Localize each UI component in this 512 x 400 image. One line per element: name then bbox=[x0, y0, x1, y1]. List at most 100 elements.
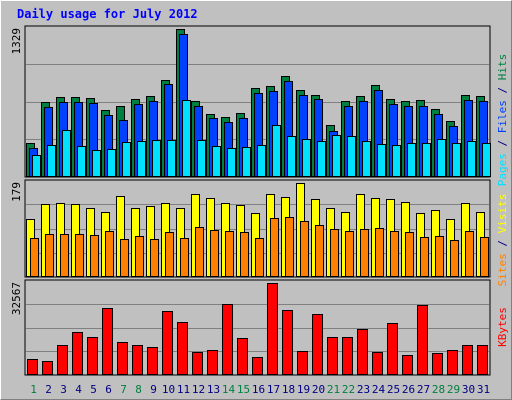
kbytes-bar-day-16 bbox=[252, 357, 263, 375]
x-tick-label-day-15: 15 bbox=[237, 383, 250, 396]
x-tick-label-day-23: 23 bbox=[357, 383, 370, 396]
pages-bar-day-11 bbox=[182, 100, 191, 177]
x-tick-label-day-22: 22 bbox=[342, 383, 355, 396]
kbytes-bar-day-21 bbox=[327, 337, 338, 375]
pages-bar-day-18 bbox=[287, 136, 296, 177]
pages-bar-day-16 bbox=[257, 145, 266, 177]
sites-bar-day-11 bbox=[180, 238, 189, 277]
kbytes-bar-day-30 bbox=[462, 345, 473, 375]
sites-bar-day-14 bbox=[225, 231, 234, 277]
kbytes-bar-day-1 bbox=[27, 359, 38, 375]
pages-bar-day-14 bbox=[227, 148, 236, 177]
pages-bar-day-27 bbox=[422, 143, 431, 177]
sites-bar-day-18 bbox=[285, 217, 294, 277]
sites-bar-day-2 bbox=[45, 234, 54, 277]
pages-bar-day-3 bbox=[62, 130, 71, 177]
kbytes-bar-day-2 bbox=[42, 361, 53, 375]
pages-bar-day-8 bbox=[137, 141, 146, 177]
legend-text: / bbox=[496, 233, 509, 253]
x-tick-label-day-28: 28 bbox=[432, 383, 445, 396]
x-tick-label-day-11: 11 bbox=[177, 383, 190, 396]
pages-bar-day-21 bbox=[332, 135, 341, 177]
x-tick-label-day-10: 10 bbox=[162, 383, 175, 396]
chart-title: Daily usage for July 2012 bbox=[17, 7, 198, 21]
sites-bar-day-19 bbox=[300, 221, 309, 277]
pages-bar-day-9 bbox=[152, 140, 161, 177]
pages-bar-day-19 bbox=[302, 139, 311, 177]
kbytes-bar-day-13 bbox=[207, 350, 218, 375]
pages-bar-day-29 bbox=[452, 143, 461, 177]
sites-bar-day-9 bbox=[150, 239, 159, 277]
sites-bar-day-3 bbox=[60, 234, 69, 277]
x-tick-label-day-14: 14 bbox=[222, 383, 236, 396]
kbytes-bar-day-8 bbox=[132, 345, 143, 375]
legend-text: Pages bbox=[496, 153, 509, 186]
pages-bar-day-25 bbox=[392, 145, 401, 177]
x-tick-label-day-17: 17 bbox=[267, 383, 280, 396]
kbytes-bar-day-27 bbox=[417, 305, 428, 375]
sites-bar-day-5 bbox=[90, 235, 99, 277]
kbytes-bar-day-18 bbox=[282, 310, 293, 375]
pages-bar-day-4 bbox=[77, 146, 86, 177]
legend-text: Sites bbox=[496, 253, 509, 286]
y-max-label-visits-sites: 179 bbox=[10, 182, 23, 202]
x-tick-label-day-24: 24 bbox=[372, 383, 386, 396]
kbytes-bar-day-31 bbox=[477, 345, 488, 375]
legend-text: KBytes bbox=[496, 307, 509, 347]
sites-bar-day-26 bbox=[405, 232, 414, 277]
legend-kbytes: KBytes bbox=[496, 307, 509, 347]
sites-bar-day-21 bbox=[330, 229, 339, 277]
pages-bar-day-7 bbox=[122, 142, 131, 177]
kbytes-bar-day-5 bbox=[87, 337, 98, 375]
sites-bar-day-13 bbox=[210, 230, 219, 277]
kbytes-bar-day-23 bbox=[357, 329, 368, 375]
kbytes-bar-day-26 bbox=[402, 355, 413, 375]
pages-bar-day-13 bbox=[212, 146, 221, 177]
pages-bar-day-20 bbox=[317, 141, 326, 177]
legend-hits-files-pages: Pages / Files / Hits bbox=[496, 54, 509, 187]
x-tick-label-day-30: 30 bbox=[462, 383, 475, 396]
kbytes-bar-day-25 bbox=[387, 323, 398, 375]
kbytes-bar-day-11 bbox=[177, 322, 188, 375]
sites-bar-day-16 bbox=[255, 238, 264, 277]
legend-text: / bbox=[496, 133, 509, 153]
x-tick-label-day-5: 5 bbox=[90, 383, 97, 396]
x-tick-label-day-1: 1 bbox=[30, 383, 37, 396]
sites-bar-day-23 bbox=[360, 229, 369, 277]
sites-bar-day-22 bbox=[345, 231, 354, 277]
pages-bar-day-30 bbox=[467, 141, 476, 177]
x-tick-label-day-12: 12 bbox=[192, 383, 205, 396]
legend-text: Visits bbox=[496, 194, 509, 234]
kbytes-bar-day-22 bbox=[342, 337, 353, 375]
x-tick-label-day-6: 6 bbox=[105, 383, 112, 396]
pages-bar-day-31 bbox=[482, 143, 491, 177]
sites-bar-day-25 bbox=[390, 231, 399, 277]
sites-bar-day-27 bbox=[420, 237, 429, 277]
y-max-label-hits-files-pages: 1329 bbox=[10, 28, 23, 55]
legend-text: Hits bbox=[496, 54, 509, 81]
kbytes-bar-day-15 bbox=[237, 338, 248, 375]
kbytes-bar-day-4 bbox=[72, 332, 83, 375]
pages-bar-day-23 bbox=[362, 141, 371, 177]
sites-bar-day-30 bbox=[465, 231, 474, 277]
sites-bar-day-31 bbox=[480, 237, 489, 277]
pages-bar-day-26 bbox=[407, 143, 416, 177]
x-tick-label-day-31: 31 bbox=[477, 383, 490, 396]
sites-bar-day-10 bbox=[165, 232, 174, 277]
x-tick-label-day-7: 7 bbox=[120, 383, 127, 396]
pages-bar-day-15 bbox=[242, 147, 251, 177]
x-tick-label-day-13: 13 bbox=[207, 383, 220, 396]
sites-bar-day-6 bbox=[105, 231, 114, 277]
x-tick-label-day-16: 16 bbox=[252, 383, 265, 396]
sites-bar-day-17 bbox=[270, 218, 279, 277]
pages-bar-day-22 bbox=[347, 136, 356, 177]
pages-bar-day-2 bbox=[47, 145, 56, 177]
x-tick-label-day-20: 20 bbox=[312, 383, 325, 396]
sites-bar-day-29 bbox=[450, 240, 459, 277]
sites-bar-day-24 bbox=[375, 228, 384, 277]
x-tick-label-day-18: 18 bbox=[282, 383, 295, 396]
kbytes-bar-day-7 bbox=[117, 342, 128, 375]
pages-bar-day-5 bbox=[92, 150, 101, 177]
sites-bar-day-15 bbox=[240, 232, 249, 277]
x-tick-label-day-25: 25 bbox=[387, 383, 400, 396]
